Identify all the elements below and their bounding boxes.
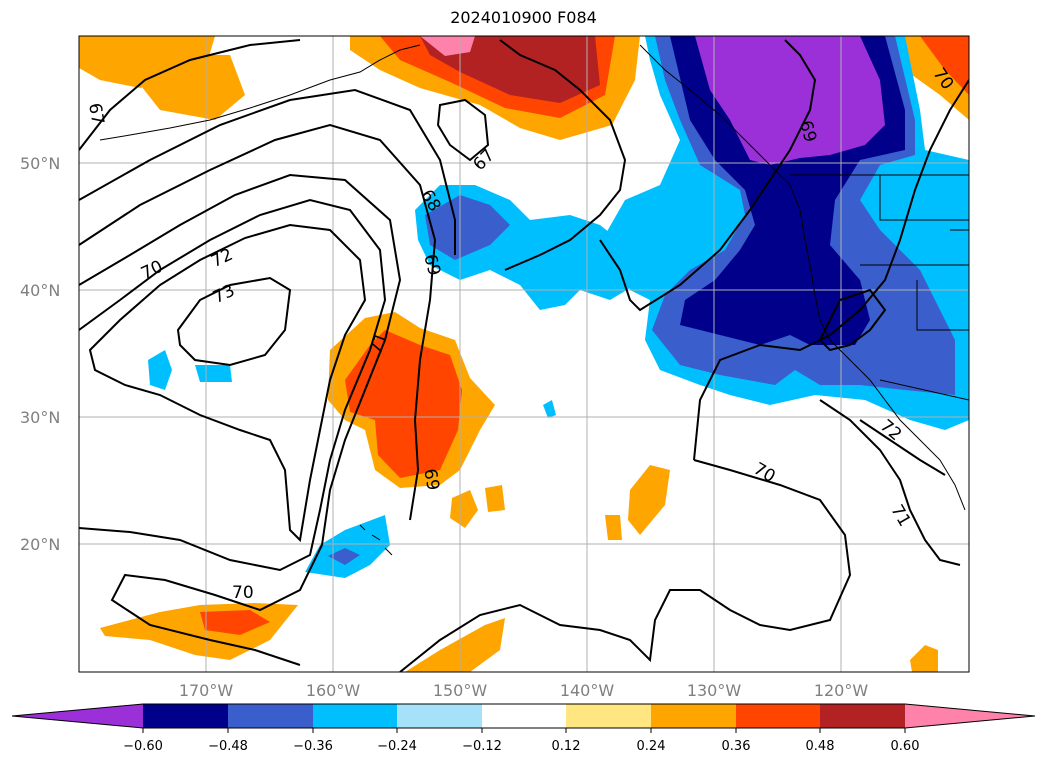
lon-label: 130°W [687,681,742,700]
height-contours [79,39,969,672]
colorbar-tick-label: 0.12 [552,739,581,754]
contour-69-east [599,39,817,312]
warm-anomaly-spot-c [628,465,670,535]
colorbar-tick-label: −0.36 [293,739,333,754]
lat-label: 40°N [20,281,60,300]
colorbar-tick-label: −0.24 [377,739,417,754]
colorbar-tick-label: −0.48 [208,739,248,754]
colorbar-tick-label: 0.24 [637,739,666,754]
contour-label: 67 [84,101,107,126]
colorbar-tick-label: −0.60 [123,739,163,754]
contour-68-east [499,39,627,271]
contour-73 [176,276,292,367]
contour-72-east [859,419,946,476]
colorbar-segment [566,704,651,728]
lat-label: 30°N [20,408,60,427]
cold-anomaly-central-north-core [425,195,510,260]
warm-anomaly-south-core [200,610,270,635]
contour-label: 72 [208,245,236,272]
colorbar: −0.60 −0.48 −0.36 −0.24 −0.12 0.12 0.24 … [11,703,1036,754]
warm-anomaly-southwest [405,618,505,672]
contour-label: 70 [138,257,166,284]
map-gridlines [79,36,969,672]
cold-anomaly-spot-west [148,350,172,390]
colorbar-extend-high [905,704,1035,728]
colorbar-segment [736,704,820,728]
contour-70-east [693,79,969,461]
contour-72 [88,223,367,543]
warm-anomaly-gulf-alaska-peak [420,36,475,56]
colorbar-segment [820,704,905,728]
cold-anomaly-hawaii [305,515,390,578]
cold-anomaly-spot-mid [543,400,556,418]
contour-label: 69 [419,467,442,492]
state-lines [860,175,969,401]
colorbar-tick-label: 0.60 [891,739,920,754]
contour-70-south [399,459,852,672]
colorbar-segment [397,704,482,728]
contour-label: 69 [419,252,444,278]
contour-67-loop [436,98,490,162]
lon-label: 150°W [433,681,488,700]
contour-71-south [819,399,961,566]
colorbar-segment [651,704,736,728]
colorbar-tick-label: 0.48 [806,739,835,754]
north-america-coast [639,44,966,511]
contour-71-east [818,288,887,352]
lat-label: 20°N [20,535,60,554]
hawaii-islands [359,524,393,556]
alaska-peninsula-coast [99,44,421,141]
warm-anomaly-southeast [910,645,938,672]
warm-anomaly-northeast-core [920,36,969,95]
cold-anomaly-ne-pacific-max [695,36,885,165]
coastlines [99,44,969,556]
anomaly-fill-layer [79,36,969,672]
warm-anomaly-bering-east [130,55,245,120]
warm-anomaly-spot-a [450,490,478,528]
colorbar-segment [143,704,228,728]
contour-68 [79,88,456,255]
colorbar-segment [313,704,397,728]
colorbar-segment [228,704,313,728]
map-title: 2024010900 F084 [450,8,597,27]
contour-70 [79,173,402,666]
contour-69 [79,123,437,521]
longitude-labels: 170°W 160°W 150°W 140°W 130°W 120°W [179,681,869,700]
contour-71 [79,198,387,572]
warm-anomaly-spot-b [485,485,505,512]
colorbar-ticks [142,728,906,733]
lat-label: 50°N [20,154,60,173]
cold-anomaly-hawaii-core [328,548,360,565]
colorbar-extend-low [12,704,143,728]
latitude-labels: 50°N 40°N 30°N 20°N [20,154,60,554]
contour-label: 67 [469,145,498,174]
lon-label: 160°W [306,681,361,700]
cold-anomaly-spot-west-2 [195,365,232,382]
lon-label: 140°W [560,681,615,700]
lon-label: 170°W [179,681,234,700]
colorbar-tick-label: −0.12 [462,739,502,754]
colorbar-tick-label: 0.36 [722,739,751,754]
contour-label: 71 [886,501,914,530]
warm-anomaly-spot-d [605,515,622,540]
lon-label: 120°W [814,681,869,700]
contour-label: 70 [232,583,254,603]
colorbar-segment [482,704,566,728]
map-frame [78,35,970,673]
contour-67 [79,39,301,151]
